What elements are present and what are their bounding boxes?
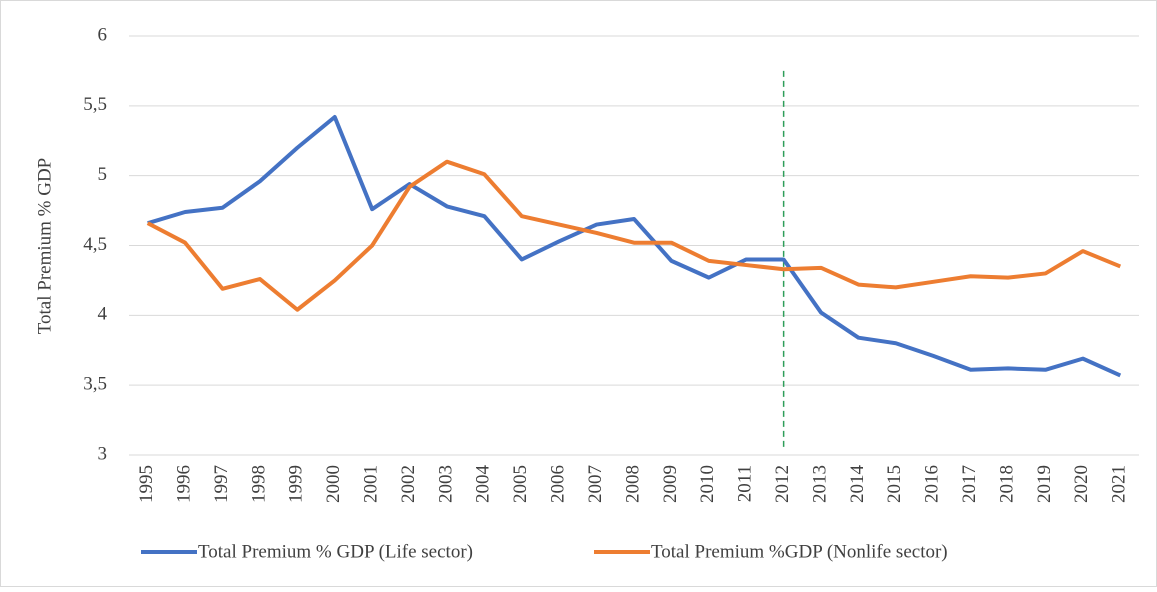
y-tick-label: 5 (98, 164, 108, 185)
x-tick-label: 2019 (1034, 465, 1055, 503)
x-tick-label: 2021 (1109, 465, 1130, 503)
x-tick-label: 2004 (473, 465, 494, 504)
x-tick-label: 1995 (136, 465, 157, 503)
x-tick-label: 2016 (922, 465, 943, 503)
x-tick-label: 2000 (323, 465, 344, 503)
x-tick-label: 2003 (435, 465, 456, 503)
x-tick-label: 2014 (847, 465, 868, 504)
x-tick-label: 2007 (585, 465, 606, 503)
x-tick-label: 2005 (510, 465, 531, 503)
x-tick-label: 2011 (735, 465, 756, 502)
x-tick-label: 2013 (809, 465, 830, 503)
y-tick-label: 4,5 (83, 234, 107, 255)
x-tick-label: 2009 (660, 465, 681, 503)
x-tick-label: 1999 (286, 465, 307, 503)
x-tick-label: 2012 (772, 465, 793, 503)
y-tick-label: 4 (98, 304, 108, 325)
x-tick-label: 2002 (398, 465, 419, 503)
x-tick-label: 2015 (884, 465, 905, 503)
x-tick-label: 2001 (361, 465, 382, 503)
legend-label: Total Premium %GDP (Nonlife sector) (651, 541, 948, 562)
legend-label: Total Premium % GDP (Life sector) (198, 541, 473, 562)
series-line (146, 159, 1122, 312)
y-tick-label: 3,5 (83, 374, 107, 395)
y-axis-title: Total Premium % GDP (34, 158, 55, 335)
x-tick-label: 2008 (622, 465, 643, 503)
y-tick-label: 3 (98, 443, 108, 464)
series-line (147, 115, 1122, 378)
y-tick-label: 5,5 (83, 94, 107, 115)
x-tick-label: 1998 (248, 465, 269, 503)
x-tick-label: 2017 (959, 465, 980, 503)
x-tick-label: 2018 (996, 465, 1017, 503)
x-tick-label: 1996 (173, 465, 194, 503)
x-tick-label: 2020 (1071, 465, 1092, 503)
x-tick-label: 2006 (548, 465, 569, 503)
y-tick-label: 6 (98, 24, 108, 45)
x-tick-label: 2010 (697, 465, 718, 503)
x-tick-label: 1997 (211, 465, 232, 503)
